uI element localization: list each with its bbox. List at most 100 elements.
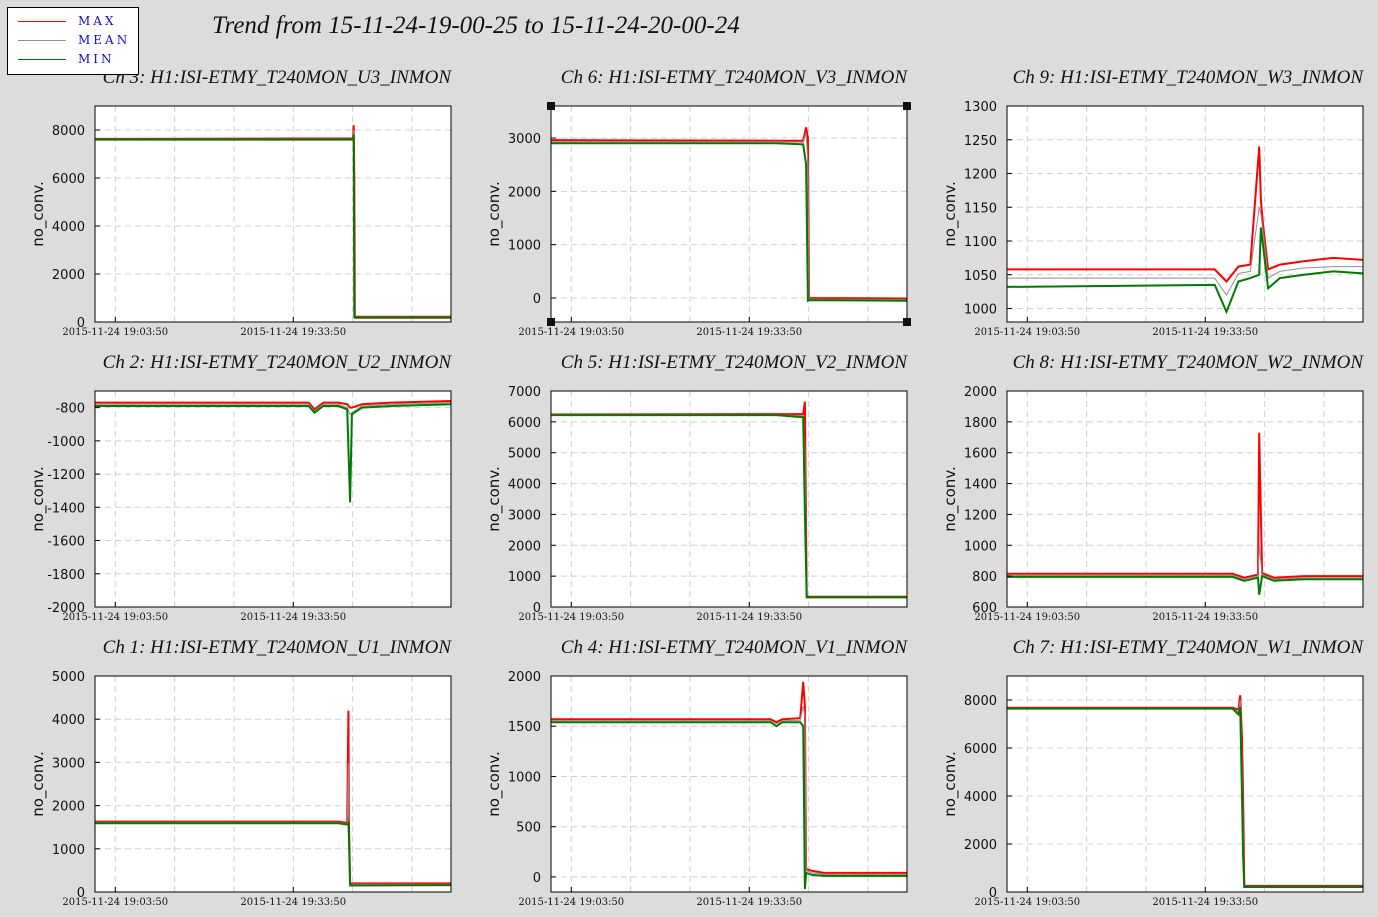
y-tick-label: 0 — [533, 871, 541, 886]
x-tick-label: 2015-11-24 19:03:50 — [518, 612, 624, 623]
y-tick-label: 5000 — [52, 670, 85, 685]
series-line-min — [1006, 227, 1364, 315]
chart-panel-3: 1000 1050 1100 1150 1200 1250 1300 2015-11-24 1… — [941, 67, 1364, 338]
y-tick-label: 4000 — [52, 713, 85, 728]
y-tick-label: 1000 — [508, 770, 541, 785]
y-tick-label: 1000 — [52, 843, 85, 858]
selection-handle — [903, 318, 911, 326]
page-title: Trend from 15-11-24-19-00-25 to 15-11-24… — [212, 12, 740, 39]
series-line-max — [1007, 432, 1363, 579]
y-tick-label: 500 — [516, 821, 541, 836]
x-tick-label: 2015-11-24 19:33:50 — [1152, 327, 1258, 338]
plot-frame — [1006, 390, 1364, 608]
chart-title: Ch 8: H1:ISI-ETMY_T240MON_W2_INMON — [1013, 352, 1365, 373]
y-tick-label: 3000 — [508, 132, 541, 147]
series-line-mean — [1007, 545, 1363, 580]
chart-title: Ch 3: H1:ISI-ETMY_T240MON_U3_INMON — [103, 67, 453, 88]
plot-frame — [94, 105, 452, 323]
chart-title: Ch 7: H1:ISI-ETMY_T240MON_W1_INMON — [1013, 637, 1365, 658]
plot-area — [95, 391, 451, 607]
y-tick-label: 1600 — [964, 447, 997, 462]
y-tick-label: 0 — [533, 601, 541, 616]
series-line-min — [1007, 574, 1363, 595]
chart-title: Ch 9: H1:ISI-ETMY_T240MON_W3_INMON — [1013, 67, 1365, 88]
y-tick-label: -1400 — [47, 501, 85, 516]
chart-panel-8: 0 500 1000 1500 2000 2015-11-24 19:03:50 2015-… — [485, 637, 908, 908]
y-tick-label: 1000 — [964, 539, 997, 554]
chart-panel-4: -2000 -1800 -1600 -1400 -1200 -1000 -800 2015-1… — [29, 352, 452, 623]
legend-label-min: MIN — [78, 52, 115, 66]
chart-panel-9: 0 2000 4000 6000 8000 2015-11-24 19:03:50 2015… — [941, 637, 1364, 908]
y-tick-label: 1300 — [964, 100, 997, 115]
y-axis-label: no_conv. — [941, 181, 960, 247]
plot-frame — [94, 675, 452, 893]
y-tick-label: 1050 — [964, 269, 997, 284]
x-tick-label: 2015-11-24 19:03:50 — [518, 897, 624, 908]
y-tick-label: 6000 — [52, 172, 85, 187]
plot-frame — [94, 390, 452, 608]
series-line-min — [551, 721, 907, 890]
y-tick-label: 0 — [77, 316, 85, 331]
y-tick-label: 2000 — [508, 539, 541, 554]
x-tick-label: 2015-11-24 19:03:50 — [974, 327, 1080, 338]
y-axis-label: no_conv. — [941, 751, 960, 817]
x-tick-label: 2015-11-24 19:33:50 — [696, 612, 802, 623]
legend: MAX MEAN MIN — [7, 7, 139, 75]
series-line-min — [551, 142, 908, 303]
series-line-mean — [95, 402, 452, 416]
x-tick-label: 2015-11-24 19:03:50 — [62, 897, 168, 908]
y-tick-label: 6000 — [964, 742, 997, 757]
chart-title: Ch 4: H1:ISI-ETMY_T240MON_V1_INMON — [561, 637, 909, 658]
y-tick-label: 1200 — [964, 508, 997, 523]
x-tick-label: 2015-11-24 19:33:50 — [1152, 897, 1258, 908]
y-tick-label: 2000 — [508, 670, 541, 685]
x-tick-label: 2015-11-24 19:33:50 — [240, 612, 346, 623]
y-tick-label: 8000 — [964, 694, 997, 709]
series-line-min — [95, 819, 452, 887]
y-tick-label: -2000 — [47, 601, 85, 616]
y-tick-label: -1600 — [47, 535, 85, 550]
y-tick-label: 1000 — [508, 570, 541, 585]
series-line-min — [95, 403, 452, 503]
chart-title: Ch 1: H1:ISI-ETMY_T240MON_U1_INMON — [103, 637, 453, 658]
y-tick-label: 1800 — [964, 416, 997, 431]
y-tick-label: -1200 — [47, 468, 85, 483]
y-axis-label: no_conv. — [485, 751, 504, 817]
chart-panel-2: 0 1000 2000 3000 2015-11-24 19:03:50 2015-11-… — [485, 67, 911, 338]
selection-handle — [903, 102, 911, 110]
y-tick-label: 5000 — [508, 447, 541, 462]
x-tick-label: 2015-11-24 19:03:50 — [62, 612, 168, 623]
y-tick-label: -800 — [55, 402, 85, 417]
y-tick-label: 1000 — [964, 303, 997, 318]
chart-panel-1: 0 2000 4000 6000 8000 2015-11-24 19:03:50 2015… — [29, 67, 452, 338]
plot-area — [551, 676, 907, 892]
y-tick-label: 4000 — [964, 790, 997, 805]
y-tick-label: 6000 — [508, 416, 541, 431]
plot-area — [95, 106, 451, 322]
y-tick-label: 1150 — [964, 201, 997, 216]
plot-frame — [550, 675, 908, 893]
y-tick-label: 600 — [972, 601, 997, 616]
y-axis-label: no_conv. — [485, 466, 504, 532]
chart-panel-7: 0 1000 2000 3000 4000 5000 2015-11-24 19:03:50… — [29, 637, 452, 908]
y-tick-label: 3000 — [52, 756, 85, 771]
y-tick-label: 1400 — [964, 478, 997, 493]
chart-title: Ch 6: H1:ISI-ETMY_T240MON_V3_INMON — [561, 67, 909, 88]
y-tick-label: 2000 — [508, 185, 541, 200]
legend-label-max: MAX — [78, 14, 117, 28]
y-tick-label: 800 — [972, 570, 997, 585]
chart-panel-6: 600 800 1000 1200 1400 1600 1800 2000 2015-11-24… — [941, 352, 1364, 623]
series-line-max — [551, 681, 907, 874]
y-tick-label: 0 — [533, 292, 541, 307]
y-tick-label: 4000 — [508, 478, 541, 493]
plot-area — [95, 676, 451, 892]
plot-area — [551, 391, 907, 607]
plot-frame — [1006, 105, 1364, 323]
chart-title: Ch 5: H1:ISI-ETMY_T240MON_V2_INMON — [561, 352, 909, 373]
y-axis-label: no_conv. — [29, 466, 48, 532]
y-axis-label: no_conv. — [485, 181, 504, 247]
series-line-mean — [1007, 207, 1363, 296]
series-line-min — [95, 134, 451, 319]
chart-title: Ch 2: H1:ISI-ETMY_T240MON_U2_INMON — [103, 352, 453, 373]
